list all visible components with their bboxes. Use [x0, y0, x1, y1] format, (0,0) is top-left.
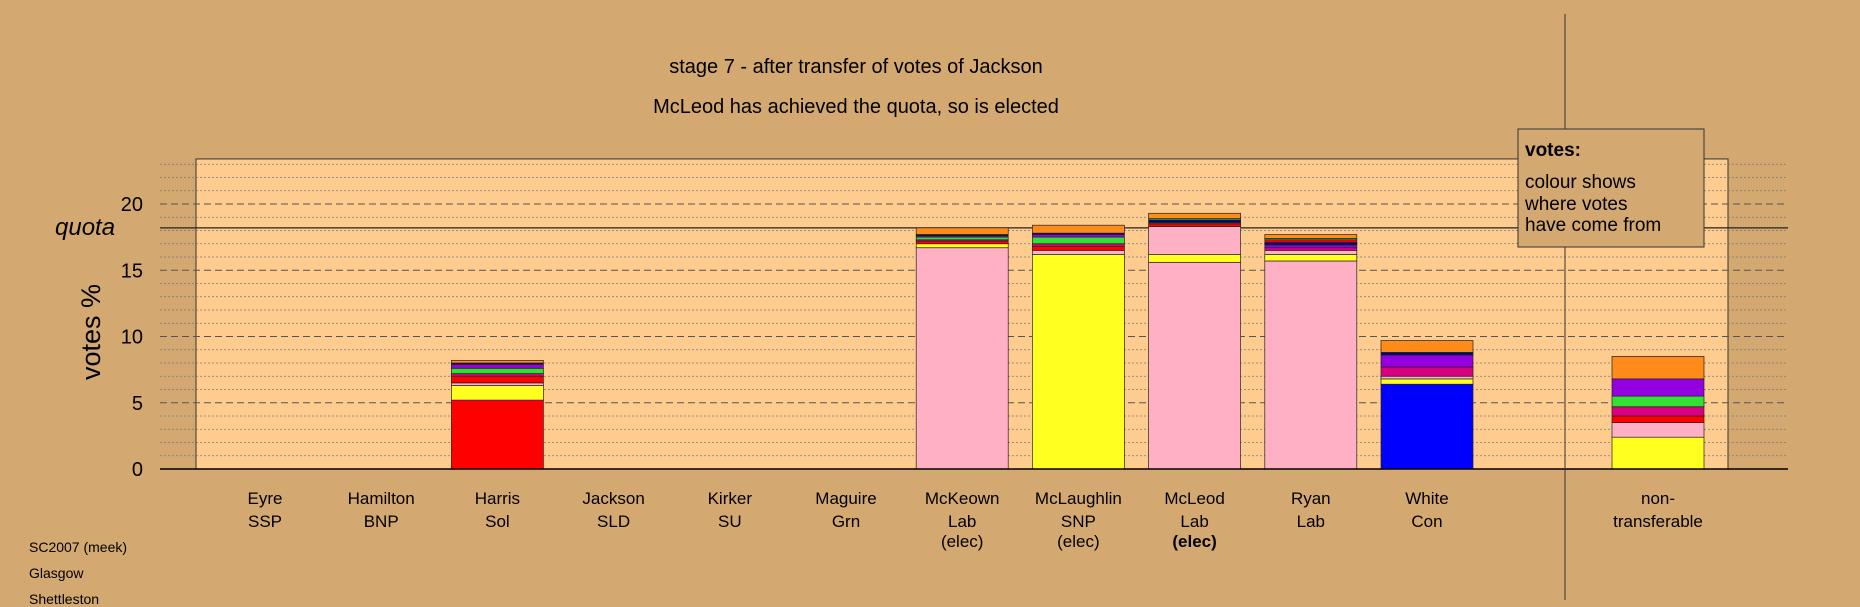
y-tick-label: 0: [132, 459, 143, 481]
bar-segment-McLeod-Sol: [1148, 223, 1241, 227]
party-label: Lab: [1180, 512, 1208, 531]
chart-subtitle: McLeod has achieved the quota, so is ele…: [653, 96, 1059, 118]
bar-segment-McLaughlin-Grn: [1032, 236, 1125, 245]
bar-segment-non-transferable-SLD: [1611, 406, 1705, 417]
bar-segment-White-SLD: [1380, 366, 1474, 377]
candidate-name-label: Hamilton: [348, 489, 415, 508]
footer-line-2: Glasgow: [29, 565, 84, 581]
quota-label: quota: [55, 214, 115, 241]
bar-segment-White-SU: [1380, 354, 1474, 368]
candidate-name-label: White: [1405, 489, 1448, 508]
bar-segment-Ryan-SNP: [1264, 254, 1358, 262]
bar-segment-Ryan-SLD: [1264, 247, 1358, 251]
candidate-name-label: McLeod: [1164, 489, 1224, 508]
bar-segment-White-Lab: [1380, 375, 1474, 380]
party-label: Con: [1411, 512, 1442, 531]
party-label: SNP: [1061, 512, 1096, 531]
bar-segment-McLeod-SSP: [1148, 212, 1241, 219]
legend-box: votes: colour shows where votes have com…: [1517, 128, 1705, 248]
elected-status-label: (elec): [1172, 532, 1216, 551]
bar-segment-Harris-Grn: [451, 367, 544, 374]
bar-segment-Ryan-Sol: [1264, 239, 1358, 243]
candidate-name-label: Jackson: [582, 489, 644, 508]
bar-segment-McLaughlin-SU: [1032, 234, 1125, 238]
legend-heading: votes:: [1525, 140, 1581, 161]
candidate-name-label: McLaughlin: [1035, 489, 1122, 508]
bar-segment-White-SSP: [1380, 340, 1474, 353]
bar-segment-McLeod-Lab: [1148, 261, 1241, 470]
party-label: SSP: [248, 512, 282, 531]
bar-segment-Ryan-Lab: [1264, 250, 1358, 255]
bar-segment-Ryan-BNP: [1264, 242, 1358, 246]
bar-segment-McLeod-BNP: [1148, 219, 1241, 223]
non-transferable-label: non-: [1641, 489, 1675, 508]
y-tick-label: 15: [121, 260, 143, 282]
bar-segment-Harris-SNP: [451, 385, 544, 401]
bar-segment-Ryan-SSP: [1264, 234, 1358, 239]
bar-segment-White-SNP: [1380, 378, 1474, 385]
non-transferable-label: transferable: [1613, 512, 1703, 531]
bar-segment-McKeown-SNP: [915, 243, 1009, 249]
bar-segment-McLeod-SNP: [1148, 254, 1241, 263]
bar-segment-White-BNP: [1380, 352, 1474, 356]
party-label: BNP: [364, 512, 399, 531]
bar-segment-McKeown-SSP: [915, 227, 1009, 235]
bar-segment-non-transferable-SNP: [1611, 436, 1705, 470]
bar-segment-White-Con: [1380, 383, 1474, 470]
bar-segment-McLaughlin-Sol: [1032, 246, 1125, 251]
bar-segment-non-transferable-Grn: [1611, 395, 1705, 408]
y-tick-label: 10: [121, 327, 143, 349]
y-axis: 0 5 10 15 20: [121, 14, 1788, 600]
bar-segment-Harris-Sol: [451, 399, 544, 470]
bar-segment-McLaughlin-SNP: [1032, 254, 1125, 470]
bar-segment-McKeown-Grn: [915, 236, 1009, 241]
candidate-name-label: Maguire: [815, 489, 876, 508]
party-label: Lab: [948, 512, 976, 531]
bar-segment-non-transferable-SU: [1611, 378, 1705, 397]
chart-title: stage 7 - after transfer of votes of Jac…: [669, 56, 1043, 78]
party-label: SU: [718, 512, 742, 531]
candidate-name-label: Ryan: [1291, 489, 1331, 508]
bar-segment-McKeown-Lab: [915, 247, 1009, 470]
bar-segment-Harris-SU: [451, 363, 544, 369]
bar-segment-Harris-SLD: [451, 373, 544, 377]
category-labels: Eyre SSP Hamilton BNP Harris Sol Jackson SLD Kir…: [248, 489, 1703, 551]
bar-segment-non-transferable-SSP: [1611, 356, 1705, 380]
bar-segment-Harris-Sol: [451, 375, 544, 384]
elected-status-label: (elec): [1057, 532, 1100, 551]
party-label: Grn: [832, 512, 860, 531]
y-axis-label: votes %: [76, 284, 106, 380]
bar-segment-McLaughlin-Lab: [1032, 250, 1125, 255]
y-tick-label: 5: [132, 393, 143, 415]
bar-segment-McLaughlin-SSP: [1032, 224, 1125, 234]
party-label: SLD: [597, 512, 630, 531]
bar-segment-Harris-Lab: [451, 382, 544, 386]
bar-segment-Ryan-SU: [1264, 244, 1358, 249]
party-label: Sol: [485, 512, 510, 531]
candidate-name-label: Eyre: [248, 489, 283, 508]
bar-segment-non-transferable-Lab: [1611, 422, 1705, 438]
footer-line-3: Shettleston: [29, 591, 100, 607]
candidate-name-label: Kirker: [708, 489, 753, 508]
y-tick-label: 20: [121, 194, 143, 216]
bar-segment-Harris-SSP: [451, 360, 544, 364]
legend-line-1: colour shows: [1525, 172, 1636, 193]
bar-segment-non-transferable-Sol: [1611, 415, 1705, 423]
bar-segment-Ryan-Lab: [1264, 260, 1358, 470]
bar-segment-McLaughlin-SLD: [1032, 243, 1125, 247]
bar-segment-McLeod-Lab: [1148, 226, 1241, 255]
legend-line-2: where votes: [1524, 194, 1627, 215]
legend-line-3: have come from: [1525, 215, 1661, 236]
elected-status-label: (elec): [941, 532, 984, 551]
candidate-name-label: Harris: [475, 489, 520, 508]
bar-segment-McKeown-Sol: [915, 240, 1009, 245]
party-label: Lab: [1297, 512, 1325, 531]
footer-line-1: SC2007 (meek): [29, 539, 128, 555]
candidate-name-label: McKeown: [925, 489, 1000, 508]
bar-stacks: [451, 212, 1705, 470]
